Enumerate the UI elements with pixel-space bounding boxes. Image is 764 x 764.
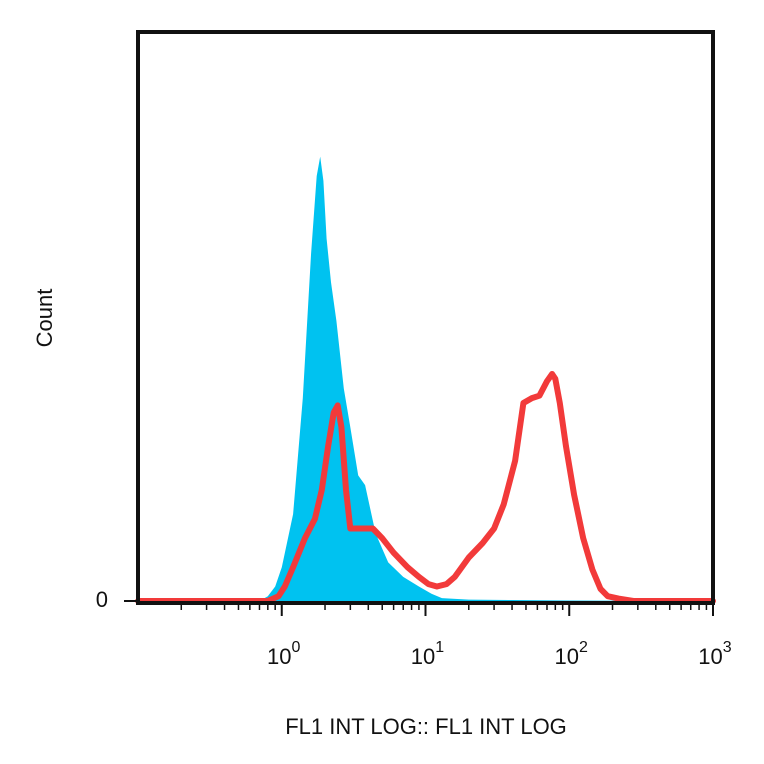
series-0-filled-area <box>138 156 713 601</box>
y-axis-label-group: Count <box>32 289 57 348</box>
y-axis-label: Count <box>32 289 57 348</box>
x-tick-label: 101 <box>411 639 444 669</box>
x-tick-label: 103 <box>698 639 731 669</box>
series-1-line <box>135 371 716 604</box>
x-tick-label: 100 <box>267 639 300 669</box>
plot-frame <box>136 30 715 605</box>
x-tick-label: 102 <box>555 639 588 669</box>
series-layer <box>135 156 716 604</box>
y-tick-label: 0 <box>96 587 108 612</box>
x-axis-label: FL1 INT LOG:: FL1 INT LOG <box>285 714 567 739</box>
x-axis-tick-labels: 100 101 102 103 0 <box>96 587 732 669</box>
